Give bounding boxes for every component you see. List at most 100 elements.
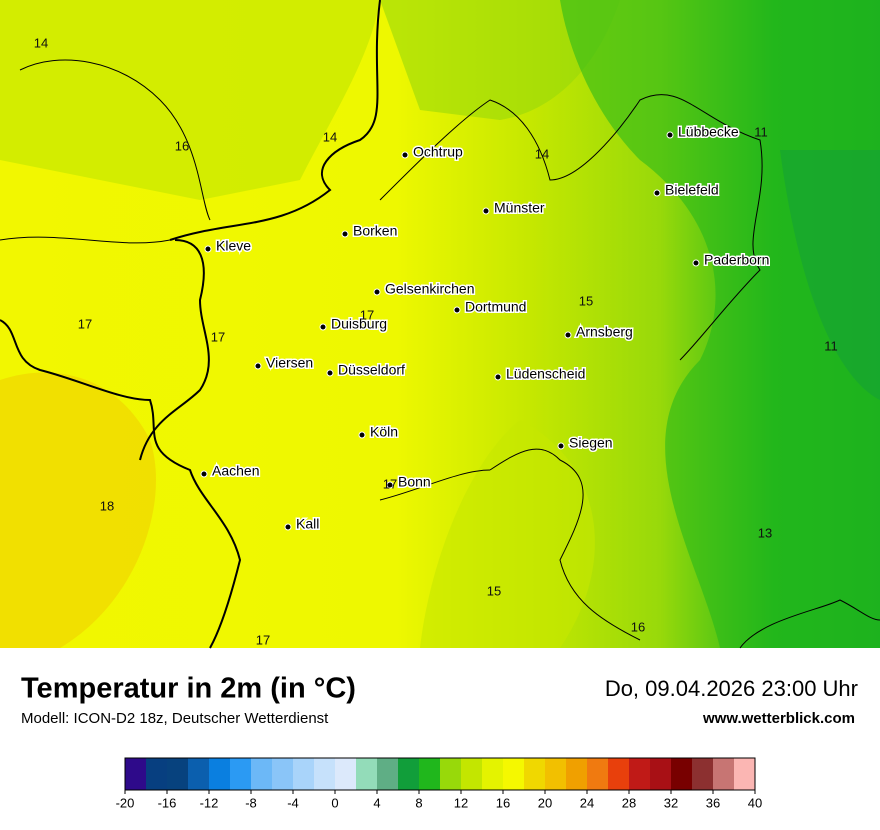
colorbar-tick-label: -16	[158, 795, 177, 810]
colorbar-swatch	[125, 758, 147, 790]
national-border	[139, 239, 210, 461]
city-dot	[653, 189, 661, 197]
city-label: Paderborn	[704, 252, 769, 268]
colorbar-tick-label: 28	[622, 795, 636, 810]
colorbar-tick-label: 4	[373, 795, 380, 810]
colorbar-tick-label: 32	[664, 795, 678, 810]
city-dot	[386, 481, 394, 489]
title: Temperatur in 2m (in °C)	[21, 673, 356, 705]
colorbar-swatch	[293, 758, 315, 790]
national-border	[169, 0, 381, 241]
city-dot	[666, 131, 674, 139]
city-label: Ochtrup	[413, 144, 463, 160]
colorbar-swatch	[398, 758, 420, 790]
region-border	[379, 469, 491, 501]
colorbar-frame	[124, 757, 756, 791]
colorbar-swatch	[671, 758, 693, 790]
city-dot	[564, 331, 572, 339]
city-label: Gelsenkirchen	[385, 281, 475, 297]
city-dot	[401, 151, 409, 159]
cool-area	[0, 0, 380, 200]
contour-label: 17	[383, 476, 397, 491]
contour-label: 17	[78, 316, 92, 331]
city-dot	[326, 369, 334, 377]
colorbar-tick-label: 20	[538, 795, 552, 810]
colorbar-swatch	[356, 758, 378, 790]
city-label: Bielefeld	[665, 182, 719, 198]
city-dot	[373, 288, 381, 296]
colorbar-swatch	[629, 758, 651, 790]
colorbar-tick-label: 36	[706, 795, 720, 810]
city-dot	[482, 207, 490, 215]
colorbar: -20 -16 -12 -8 -4 0 4 8 12 16 20 24 28 32 36 40	[116, 757, 762, 810]
contour-label: 11	[754, 124, 768, 139]
colorbar-swatch	[188, 758, 210, 790]
contour-label: 16	[175, 138, 189, 153]
datetime: Do, 09.04.2026 23:00 Uhr	[605, 676, 858, 701]
city-dot	[453, 306, 461, 314]
colorbar-swatch	[713, 758, 735, 790]
contour-label: 18	[100, 498, 114, 513]
city-dot	[254, 362, 262, 370]
city-label: Siegen	[569, 435, 613, 451]
map	[0, 0, 880, 649]
colorbar-swatch	[734, 758, 756, 790]
colorbar-swatch	[461, 758, 483, 790]
city-label: Düsseldorf	[338, 362, 405, 378]
colorbar-swatch	[146, 758, 168, 790]
city-dot	[557, 442, 565, 450]
colorbar-swatch	[608, 758, 630, 790]
city-label: Lüdenscheid	[506, 366, 585, 382]
city-dot	[358, 431, 366, 439]
city-label: Bonn	[398, 474, 431, 490]
contour-label: 17	[211, 329, 225, 344]
colorbar-swatch	[209, 758, 231, 790]
contour-label: 14	[34, 35, 48, 50]
city-dot	[319, 323, 327, 331]
city-label: Dortmund	[465, 299, 526, 315]
colorbar-swatch	[650, 758, 672, 790]
contour-label: 17	[360, 307, 374, 322]
cool-area	[420, 420, 595, 648]
colorbar-swatch	[524, 758, 546, 790]
city-label: Borken	[353, 223, 397, 239]
map-labels: Lübbecke Ochtrup Bielefeld Münster Borken Kle…	[34, 35, 838, 647]
city-label: Viersen	[266, 355, 313, 371]
city-dot	[494, 373, 502, 381]
contour-label: 17	[256, 632, 270, 647]
colorbar-swatch	[545, 758, 567, 790]
colorbar-swatch	[587, 758, 609, 790]
contour-label: 14	[535, 146, 549, 161]
colorbar-tick-label: -20	[116, 795, 135, 810]
region-border	[19, 59, 211, 221]
colorbar-tick-label: -8	[245, 795, 257, 810]
city-label: Kleve	[216, 238, 251, 254]
colorbar-tick-label: 8	[415, 795, 422, 810]
city-label: Kall	[296, 516, 319, 532]
colorbar-swatch	[503, 758, 525, 790]
city-label: Arnsberg	[576, 324, 633, 340]
colorbar-swatch	[167, 758, 189, 790]
colorbar-swatch	[482, 758, 504, 790]
region-border	[739, 599, 880, 649]
colorbar-swatch	[419, 758, 441, 790]
city-dot	[341, 230, 349, 238]
city-dot	[204, 245, 212, 253]
colorbar-swatch	[335, 758, 357, 790]
colorbar-swatch	[692, 758, 714, 790]
colorbar-tick-label: -12	[200, 795, 219, 810]
colorbar-swatch	[272, 758, 294, 790]
region-border	[489, 448, 641, 641]
colorbar-tick-label: 24	[580, 795, 594, 810]
colorbar-swatch	[377, 758, 399, 790]
city-label: Duisburg	[331, 316, 387, 332]
contour-label: 15	[579, 293, 593, 308]
warm-area	[0, 372, 156, 648]
colorbar-tick-label: 0	[331, 795, 338, 810]
city-label: Köln	[370, 424, 398, 440]
contour-label: 14	[323, 129, 337, 144]
city-dot	[200, 470, 208, 478]
contour-label: 11	[824, 338, 838, 353]
